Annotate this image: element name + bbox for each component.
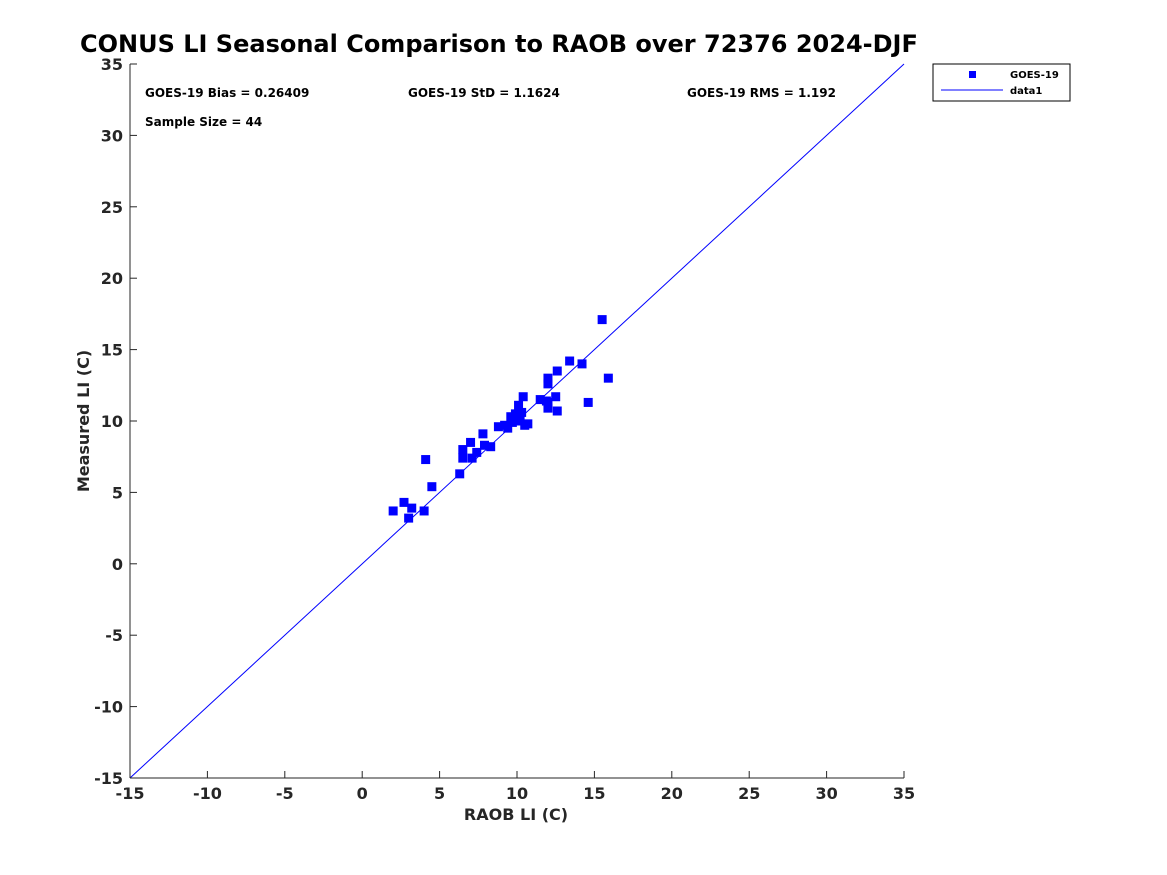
scatter-point-35 <box>552 406 562 416</box>
bias-annotation: GOES-19 Bias = 0.26409 <box>145 86 309 100</box>
y-tick-label-5: 10 <box>101 412 123 431</box>
scatter-point-28 <box>535 395 545 405</box>
scatter-point-32 <box>543 373 553 383</box>
scatter-point-29 <box>543 403 553 413</box>
scatter-point-38 <box>583 397 593 407</box>
scatter-point-16 <box>493 422 503 432</box>
scatter-point-33 <box>551 392 561 402</box>
scatter-point-6 <box>427 482 437 492</box>
scatter-point-34 <box>552 366 562 376</box>
scatter-point-13 <box>478 429 488 439</box>
x-tick-label-4: 5 <box>434 784 445 803</box>
x-axis-ticks: -15 -10 -5 0 5 10 15 20 25 30 35 <box>116 771 915 803</box>
scatter-point-7 <box>455 469 465 479</box>
scatter-point-27 <box>523 419 533 429</box>
std-annotation: GOES-19 StD = 1.1624 <box>408 86 560 100</box>
legend-label-data1: data1 <box>1010 86 1042 97</box>
scatter-point-14 <box>479 440 489 450</box>
y-tick-label-9: 30 <box>101 126 123 145</box>
x-tick-label-1: -10 <box>193 784 222 803</box>
scatter-point-10 <box>466 437 476 447</box>
y-axis-label: Measured LI (C) <box>74 350 93 492</box>
y-tick-label-3: 0 <box>112 555 123 574</box>
y-tick-label-0: -15 <box>94 769 123 788</box>
scatter-point-2 <box>404 513 414 523</box>
x-axis-label: RAOB LI (C) <box>464 805 568 824</box>
rms-annotation: GOES-19 RMS = 1.192 <box>687 86 836 100</box>
x-tick-label-2: -5 <box>276 784 294 803</box>
x-tick-label-8: 25 <box>738 784 760 803</box>
scatter-point-18 <box>503 423 513 433</box>
scatter-point-43 <box>541 396 551 406</box>
y-tick-label-1: -10 <box>94 698 123 717</box>
y-tick-label-6: 15 <box>101 341 123 360</box>
x-tick-label-5: 10 <box>506 784 528 803</box>
legend-box <box>932 63 1071 102</box>
chart-title: CONUS LI Seasonal Comparison to RAOB ove… <box>80 30 918 58</box>
x-tick-label-7: 20 <box>661 784 683 803</box>
y-tick-label-7: 20 <box>101 269 123 288</box>
scatter-point-41 <box>509 413 519 423</box>
scatter-point-31 <box>543 379 553 389</box>
scatter-point-39 <box>597 315 607 325</box>
scatter-point-0 <box>388 506 398 516</box>
y-tick-label-10: 35 <box>101 55 123 74</box>
legend: GOES-19 data1 <box>932 63 1071 102</box>
scatter-point-3 <box>407 503 417 513</box>
scatter-point-12 <box>472 447 482 457</box>
scatter-point-9 <box>458 445 468 455</box>
scatter-point-8 <box>458 453 468 463</box>
y-tick-label-2: -5 <box>105 626 123 645</box>
y-axis-ticks: -15 -10 -5 0 5 10 15 20 25 30 35 <box>94 55 137 788</box>
scatter-point-42 <box>517 407 527 417</box>
scatter-point-5 <box>421 455 431 465</box>
legend-label-goes19: GOES-19 <box>1010 70 1059 81</box>
scatter-point-36 <box>565 356 575 366</box>
scatter-point-1 <box>399 497 409 507</box>
scatter-point-4 <box>419 506 429 516</box>
legend-marker-square <box>969 71 976 78</box>
x-tick-label-10: 35 <box>893 784 915 803</box>
scatter-point-11 <box>467 453 477 463</box>
x-tick-label-0: -15 <box>116 784 145 803</box>
scatter-point-24 <box>515 415 525 425</box>
y-tick-label-4: 5 <box>112 483 123 502</box>
sample-size-annotation: Sample Size = 44 <box>145 115 262 129</box>
scatter-points-series <box>388 315 613 523</box>
scatter-point-15 <box>486 442 496 452</box>
scatter-point-37 <box>577 359 587 369</box>
scatter-point-23 <box>514 400 524 410</box>
scatter-point-25 <box>518 392 528 402</box>
x-tick-label-3: 0 <box>357 784 368 803</box>
x-tick-label-6: 15 <box>583 784 605 803</box>
x-tick-label-9: 30 <box>815 784 837 803</box>
y-tick-label-8: 25 <box>101 198 123 217</box>
scatter-point-40 <box>603 373 613 383</box>
